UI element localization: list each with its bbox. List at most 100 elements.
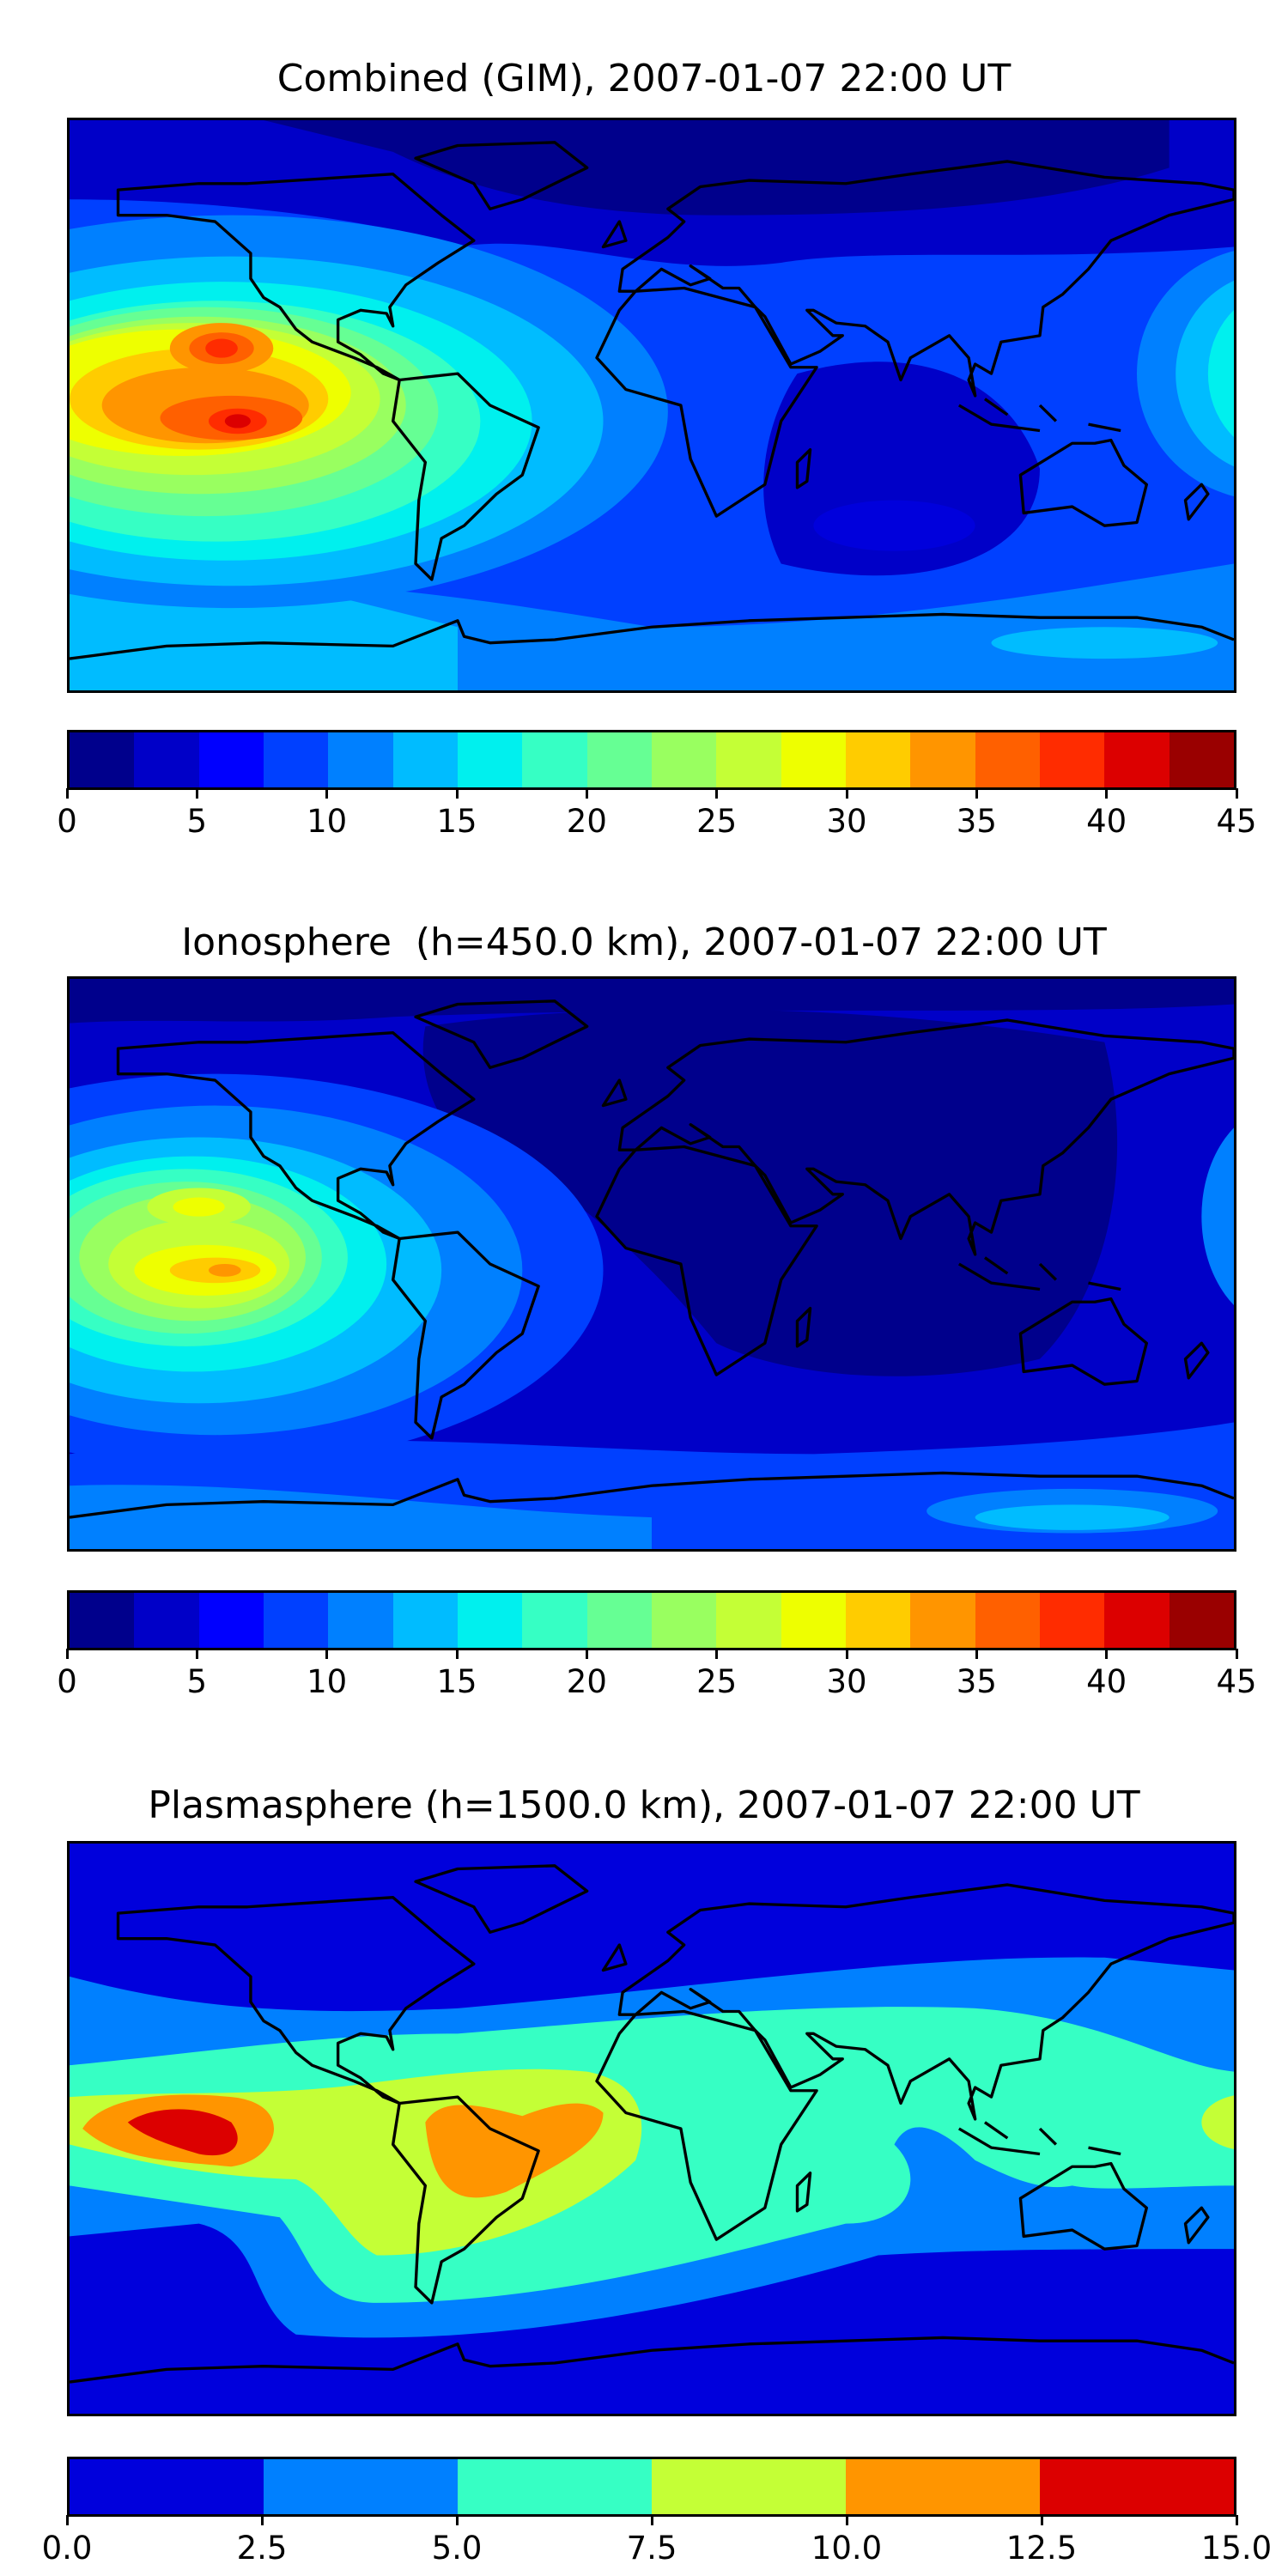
colorbar-segment [264,2459,458,2514]
colorbar-segment [70,732,135,787]
colorbar-segment [1040,2459,1234,2514]
colorbar-ticks-plasmasphere: 0.0 2.5 5.0 7.5 10.0 12.5 15.0 [42,2515,1272,2575]
colorbar-segment [328,732,393,787]
panel-title-plasmasphere: Plasmasphere (h=1500.0 km), 2007-01-07 2… [148,1783,1140,1827]
colorbar-tick-label: 25 [696,803,738,840]
colorbar-tick-label: 20 [566,1663,607,1700]
colorbar-segment [1169,732,1234,787]
colorbar-segment [781,1593,846,1648]
colorbar-tick-mark [1235,1649,1238,1659]
colorbar-tick-mark [1105,788,1109,799]
colorbar-tick-label: 10 [307,1663,348,1700]
colorbar-segment [328,1593,393,1648]
colorbar-tick-label: 40 [1086,1663,1127,1700]
colorbar-segment [198,1593,264,1648]
colorbar-segment [910,1593,975,1648]
colorbar-tick-mark [715,788,719,799]
colorbar-tick-label: 40 [1086,803,1127,840]
colorbar-tick-mark [975,1649,978,1659]
colorbar-tick-label: 5.0 [431,2530,483,2567]
colorbar-segment [263,732,329,787]
colorbar-combined [67,730,1236,790]
map-combined-gim [67,118,1236,693]
colorbar-tick-mark [455,788,459,799]
colorbar-segment [1039,1593,1105,1648]
colorbar-tick-mark [1105,1649,1109,1659]
colorbar-segment [522,732,587,787]
colorbar-segment [458,2459,652,2514]
panel-title-combined: Combined (GIM), 2007-01-07 22:00 UT [276,57,1012,100]
colorbar-tick-mark [195,1649,198,1659]
colorbar-tick-mark [585,1649,588,1659]
colorbar-segment [392,732,458,787]
colorbar-segment [845,1593,911,1648]
colorbar-segment [198,732,264,787]
colorbar-tick-mark [325,1649,329,1659]
colorbar-segment [457,1593,523,1648]
colorbar-segment [1104,732,1170,787]
colorbar-segment [1039,732,1105,787]
colorbar-tick-mark [975,788,978,799]
colorbar-segment [781,732,846,787]
colorbar-segment [975,732,1040,787]
colorbar-tick-label: 10 [307,803,348,840]
colorbar-segment [1169,1593,1234,1648]
map-ionosphere [67,976,1236,1552]
colorbar-segment [457,732,523,787]
colorbar-segment [522,1593,587,1648]
colorbar-segment [392,1593,458,1648]
colorbar-plasmasphere [67,2457,1236,2517]
colorbar-tick-label: 15 [436,803,477,840]
colorbar-tick-mark [65,1649,69,1659]
colorbar-segment [846,2459,1040,2514]
colorbar-tick-mark [1040,2515,1043,2525]
panel-title-ionosphere: Ionosphere (h=450.0 km), 2007-01-07 22:0… [181,920,1107,964]
colorbar-tick-label: 20 [566,803,607,840]
colorbar-tick-label: 15.0 [1200,2530,1273,2567]
colorbar-tick-mark [260,2515,264,2525]
colorbar-segment [716,1593,781,1648]
colorbar-tick-mark [650,2515,653,2525]
colorbar-tick-mark [845,2515,848,2525]
colorbar-segment [134,1593,199,1648]
colorbar-tick-label: 0.0 [41,2530,93,2567]
colorbar-tick-mark [585,788,588,799]
colorbar-tick-mark [65,2515,69,2525]
colorbar-segment [70,1593,135,1648]
colorbar-tick-label: 35 [956,1663,997,1700]
colorbar-tick-mark [845,1649,848,1659]
colorbar-segment [1104,1593,1170,1648]
colorbar-tick-label: 10.0 [811,2530,883,2567]
colorbar-segment [263,1593,329,1648]
colorbar-tick-label: 7.5 [626,2530,677,2567]
colorbar-tick-label: 0 [57,1663,77,1700]
colorbar-tick-label: 15 [436,1663,477,1700]
colorbar-segment [910,732,975,787]
colorbar-tick-mark [325,788,329,799]
colorbar-ionosphere [67,1590,1236,1650]
colorbar-tick-mark [1235,2515,1238,2525]
colorbar-tick-label: 30 [826,803,867,840]
colorbar-tick-label: 45 [1216,803,1257,840]
colorbar-tick-mark [845,788,848,799]
colorbar-tick-label: 12.5 [1005,2530,1078,2567]
colorbar-tick-mark [65,788,69,799]
colorbar-tick-label: 2.5 [236,2530,288,2567]
colorbar-ticks-ionosphere: 0 5 10 15 20 25 30 35 40 45 [57,1649,1257,1709]
colorbar-tick-label: 0 [57,803,77,840]
colorbar-tick-label: 45 [1216,1663,1257,1700]
colorbar-segment [651,1593,717,1648]
colorbar-ticks-combined: 0 5 10 15 20 25 30 35 40 45 [57,788,1257,848]
colorbar-segment [716,732,781,787]
colorbar-tick-label: 30 [826,1663,867,1700]
map-plasmasphere [67,1841,1236,2416]
colorbar-tick-label: 25 [696,1663,738,1700]
colorbar-segment [586,1593,652,1648]
colorbar-tick-mark [1235,788,1238,799]
colorbar-tick-label: 5 [186,803,208,840]
colorbar-tick-mark [455,1649,459,1659]
colorbar-segment [586,732,652,787]
colorbar-segment [70,2459,264,2514]
colorbar-tick-label: 35 [956,803,997,840]
colorbar-segment [652,2459,846,2514]
